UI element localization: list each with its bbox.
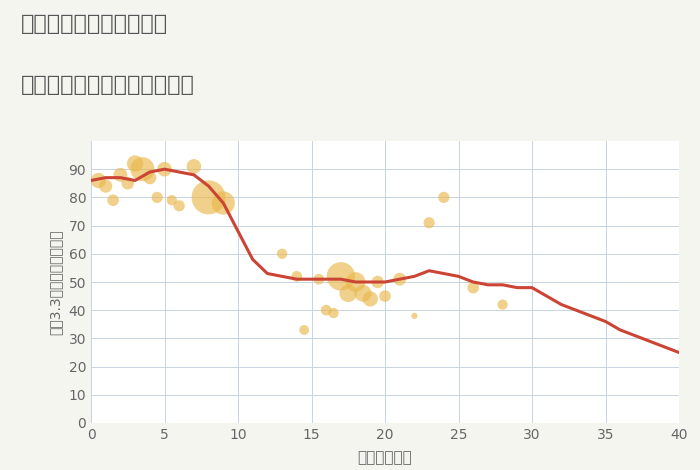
Point	[188, 163, 199, 170]
Point	[372, 278, 384, 286]
Point	[122, 180, 133, 187]
Point	[218, 199, 229, 207]
Point	[203, 194, 214, 201]
Point	[108, 196, 119, 204]
Point	[100, 182, 111, 190]
X-axis label: 築年数（年）: 築年数（年）	[358, 450, 412, 465]
Point	[321, 306, 332, 314]
Point	[438, 194, 449, 201]
Point	[468, 284, 479, 291]
Text: 三重県桑名市長島町大島: 三重県桑名市長島町大島	[21, 14, 168, 34]
Point	[144, 174, 155, 181]
Point	[350, 278, 361, 286]
Point	[130, 160, 141, 167]
Point	[409, 312, 420, 320]
Point	[343, 290, 354, 297]
Text: 築年数別中古マンション価格: 築年数別中古マンション価格	[21, 75, 195, 95]
Point	[497, 301, 508, 308]
Point	[335, 273, 346, 280]
Point	[365, 295, 376, 303]
Point	[328, 309, 340, 317]
Point	[92, 177, 104, 184]
Point	[174, 202, 185, 210]
Point	[298, 326, 309, 334]
Point	[424, 219, 435, 227]
Point	[167, 196, 178, 204]
Point	[358, 290, 369, 297]
Y-axis label: 坪（3.3㎡）単価（万円）: 坪（3.3㎡）単価（万円）	[49, 229, 63, 335]
Point	[151, 194, 162, 201]
Point	[314, 275, 325, 283]
Point	[379, 292, 391, 300]
Point	[136, 165, 148, 173]
Point	[159, 165, 170, 173]
Point	[115, 171, 126, 179]
Point	[394, 275, 405, 283]
Point	[291, 273, 302, 280]
Point	[276, 250, 288, 258]
